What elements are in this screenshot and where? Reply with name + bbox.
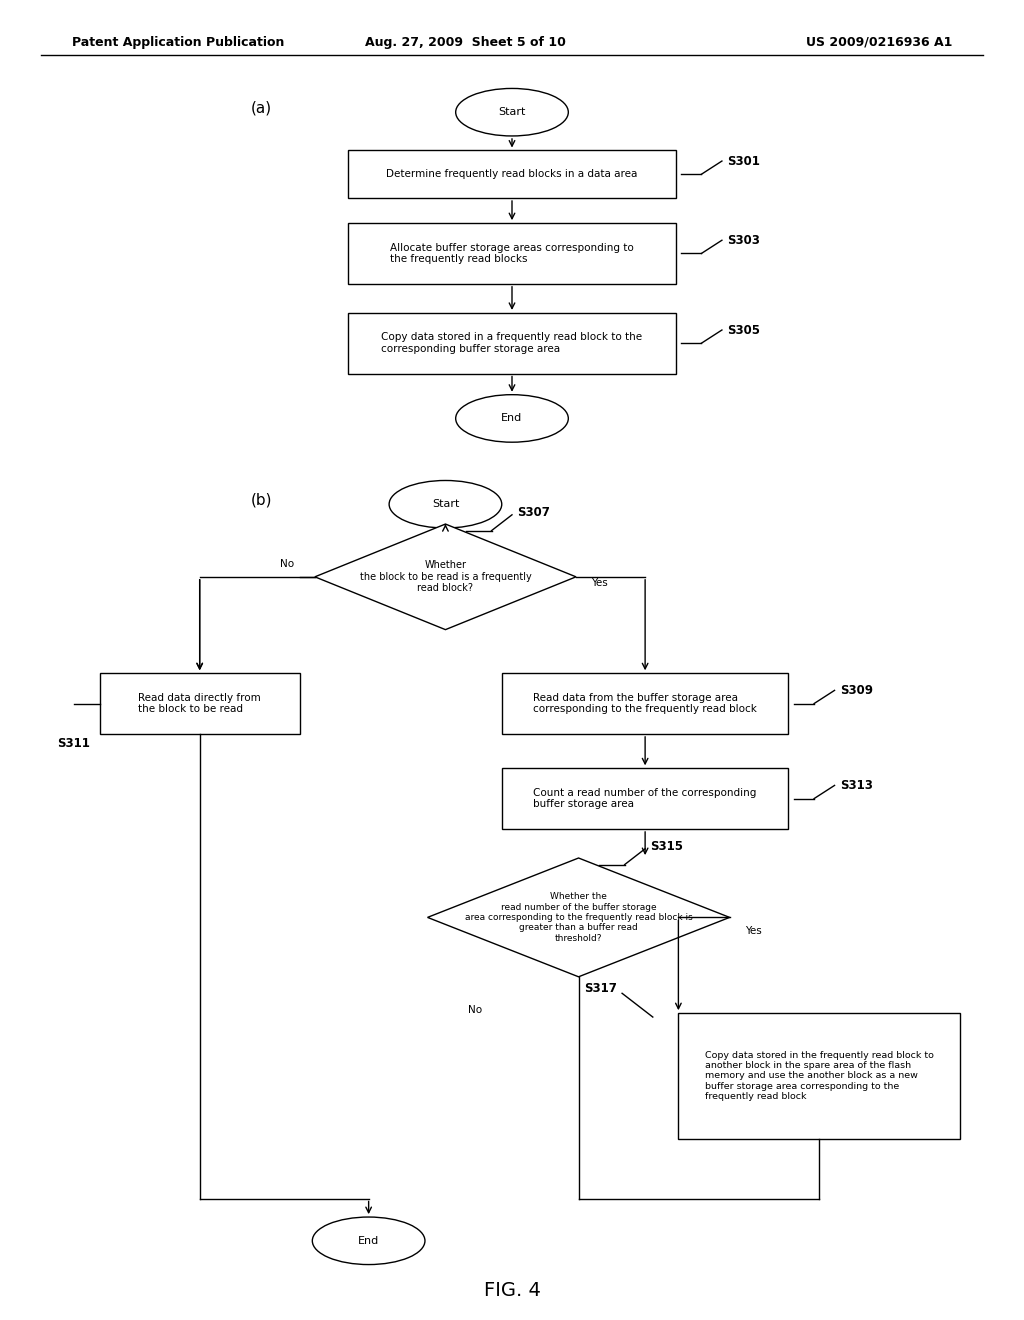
Text: S303: S303 (727, 234, 760, 247)
Bar (502, 673, 788, 734)
Text: FIG. 4: FIG. 4 (483, 1282, 541, 1300)
Text: Copy data stored in the frequently read block to
another block in the spare area: Copy data stored in the frequently read … (705, 1051, 934, 1101)
Text: (b): (b) (251, 492, 271, 508)
Bar (348, 150, 676, 198)
Text: S315: S315 (650, 840, 683, 853)
Text: Aug. 27, 2009  Sheet 5 of 10: Aug. 27, 2009 Sheet 5 of 10 (366, 36, 566, 49)
Text: (a): (a) (251, 100, 271, 116)
Text: S301: S301 (727, 154, 760, 168)
Text: S313: S313 (840, 779, 872, 792)
Ellipse shape (456, 88, 568, 136)
Text: US 2009/0216936 A1: US 2009/0216936 A1 (806, 36, 952, 49)
Text: S317: S317 (584, 982, 616, 994)
Text: S305: S305 (727, 323, 760, 337)
Text: No: No (468, 1005, 482, 1015)
Text: S307: S307 (517, 506, 550, 519)
Text: S311: S311 (56, 737, 90, 750)
Ellipse shape (389, 480, 502, 528)
Text: Read data from the buffer storage area
corresponding to the frequently read bloc: Read data from the buffer storage area c… (534, 693, 757, 714)
Text: Start: Start (499, 107, 525, 117)
Text: Yes: Yes (592, 578, 608, 589)
Text: Allocate buffer storage areas corresponding to
the frequently read blocks: Allocate buffer storage areas correspond… (390, 243, 634, 264)
Text: S309: S309 (840, 684, 872, 697)
Text: End: End (502, 413, 522, 424)
Bar (100, 673, 299, 734)
Text: Determine frequently read blocks in a data area: Determine frequently read blocks in a da… (386, 169, 638, 180)
Polygon shape (428, 858, 729, 977)
Text: Yes: Yes (744, 925, 762, 936)
Text: Patent Application Publication: Patent Application Publication (72, 36, 284, 49)
Text: Start: Start (432, 499, 459, 510)
Text: Read data directly from
the block to be read: Read data directly from the block to be … (138, 693, 261, 714)
Bar (502, 768, 788, 829)
Bar (348, 313, 676, 374)
Text: Copy data stored in a frequently read block to the
corresponding buffer storage : Copy data stored in a frequently read bl… (381, 333, 643, 354)
Bar (348, 223, 676, 284)
Text: Count a read number of the corresponding
buffer storage area: Count a read number of the corresponding… (534, 788, 757, 809)
Text: No: No (281, 558, 295, 569)
Text: Whether
the block to be read is a frequently
read block?: Whether the block to be read is a freque… (359, 560, 531, 594)
Bar (679, 1014, 961, 1138)
Ellipse shape (312, 1217, 425, 1265)
Text: Whether the
read number of the buffer storage
area corresponding to the frequent: Whether the read number of the buffer st… (465, 892, 692, 942)
Text: End: End (358, 1236, 379, 1246)
Polygon shape (315, 524, 575, 630)
Ellipse shape (456, 395, 568, 442)
